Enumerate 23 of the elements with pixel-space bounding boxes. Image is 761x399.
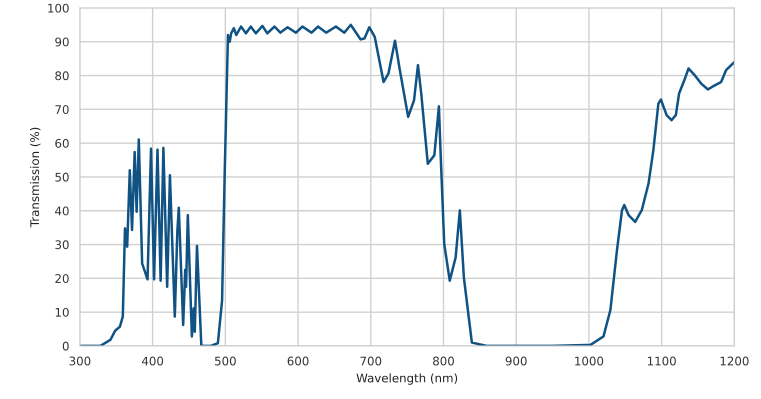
x-tick-label: 500 [214,356,236,366]
x-tick-label: 300 [70,356,90,366]
y-tick-label: 50 [55,172,69,182]
x-tick-label: 1100 [648,356,676,366]
y-tick-label: 70 [55,105,69,114]
x-tick-label: 400 [142,356,164,366]
y-tick-label: 90 [55,38,69,46]
x-axis-title: Wavelength (nm) [356,373,458,385]
y-tick-label: 100 [48,4,69,13]
x-tick-label: 700 [360,356,382,366]
y-tick-label: 20 [55,274,69,283]
y-tick-label: 40 [55,206,69,216]
y-axis-title: Transmission (%) [30,128,40,228]
x-tick-label: 1200 [720,356,749,366]
x-tick-label: 900 [506,356,527,366]
y-tick-label: 30 [55,240,69,250]
y-tick-label: 60 [55,138,69,148]
y-tick-label: 10 [56,308,69,317]
y-tick-label: 0 [62,342,69,351]
x-tick-label: 600 [288,356,309,366]
x-tick-label: 800 [433,356,454,366]
x-tick-label: 1000 [575,356,604,366]
y-tick-label: 80 [55,71,69,80]
